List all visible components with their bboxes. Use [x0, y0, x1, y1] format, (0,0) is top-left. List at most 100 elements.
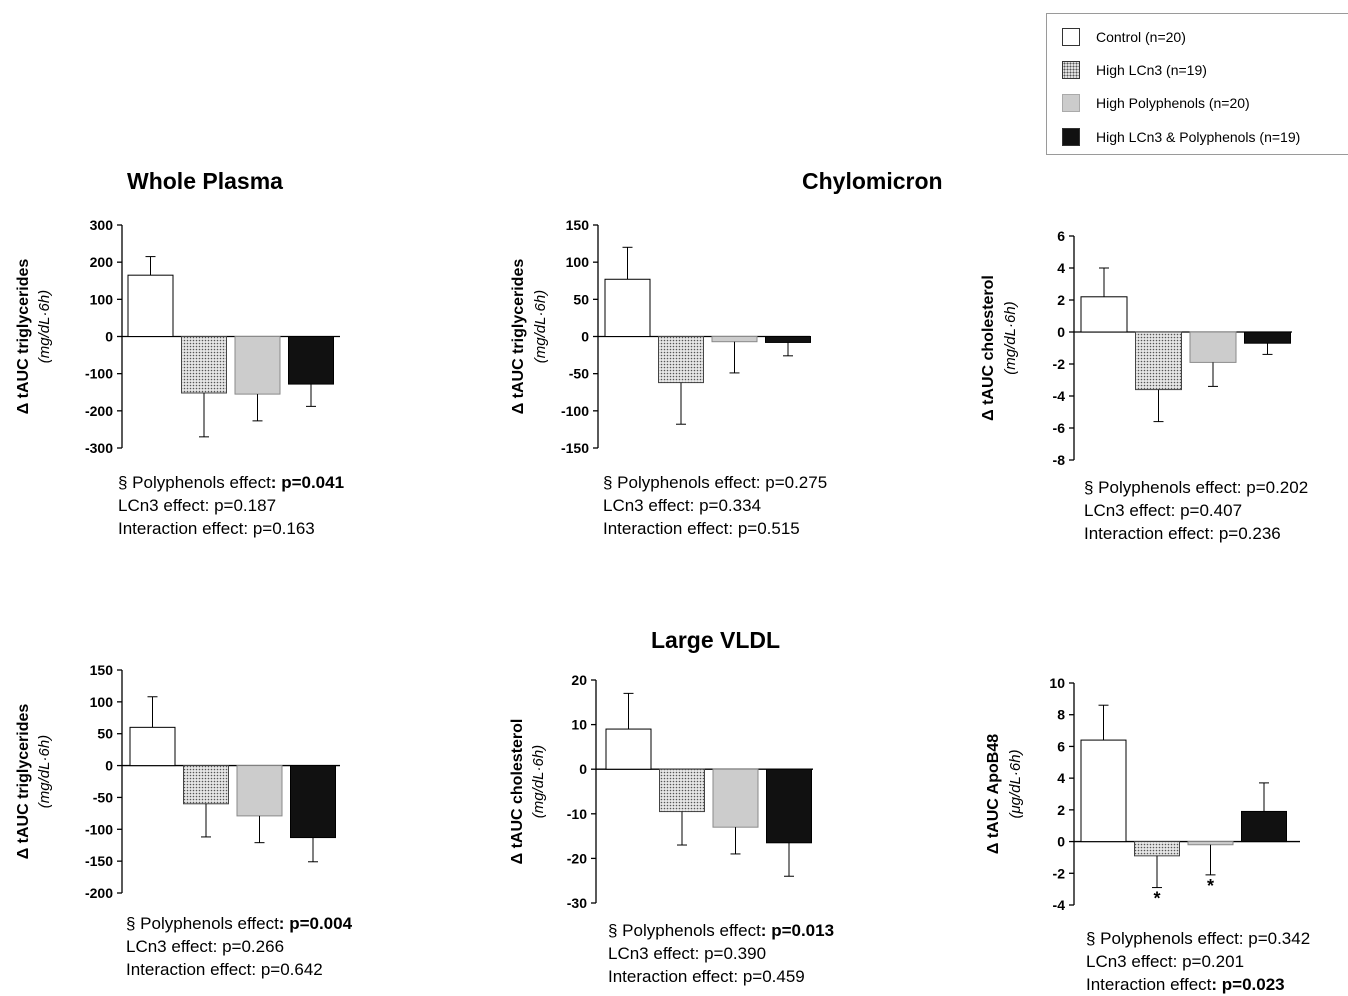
stat-value: p=0.004 — [289, 914, 353, 933]
y-tick-label: -200 — [85, 403, 113, 419]
stat-line: LCn3 effect: p=0.201 — [1086, 950, 1310, 973]
stat-label: § Polyphenols effect — [126, 914, 279, 933]
stat-line: § Polyphenols effect: p=0.202 — [1084, 476, 1308, 499]
legend-swatch-dotted — [1062, 61, 1080, 79]
significance-marker: * — [1153, 889, 1160, 909]
y-axis-unit: (mg/dL·6h) — [36, 290, 53, 363]
y-tick-label: 200 — [90, 254, 114, 270]
stat-label: LCn3 effect — [608, 944, 695, 963]
stat-value: p=0.407 — [1180, 501, 1243, 520]
bar-2 — [1135, 331, 1182, 391]
bar-2 — [181, 336, 227, 394]
stat-line: § Polyphenols effect: p=0.004 — [126, 912, 352, 935]
y-axis-unit: (mg/dL·6h) — [1002, 301, 1019, 374]
section-title-chylomicron: Chylomicron — [802, 168, 943, 194]
y-tick-label: -10 — [567, 806, 587, 822]
stat-separator: : — [212, 937, 223, 956]
bar-1 — [1080, 296, 1128, 333]
stat-line: Interaction effect: p=0.163 — [118, 517, 344, 540]
y-tick-label: 10 — [1049, 675, 1065, 691]
stat-separator: : — [1209, 524, 1219, 543]
stat-line: Interaction effect: p=0.236 — [1084, 522, 1308, 545]
y-tick-label: 0 — [105, 329, 113, 345]
stat-separator: : — [251, 960, 261, 979]
stat-separator: : — [755, 473, 766, 492]
legend-swatch-grey — [1062, 94, 1080, 112]
y-axis-unit: (mg/dL·6h) — [36, 735, 53, 808]
y-tick-label: -20 — [567, 850, 587, 866]
y-axis-label: Δ tAUC triglycerides — [15, 704, 32, 860]
stat-line: LCn3 effect: p=0.407 — [1084, 499, 1308, 522]
y-tick-label: -2 — [1053, 865, 1066, 881]
stat-label: Interaction effect — [1084, 524, 1210, 543]
y-tick-label: -8 — [1053, 452, 1066, 468]
bar-2 — [659, 768, 705, 813]
y-tick-label: -100 — [85, 366, 113, 382]
stats-block: § Polyphenols effect: p=0.342 LCn3 effect… — [1086, 927, 1310, 996]
bar-4 — [290, 765, 336, 839]
stat-label: § Polyphenols effect — [1086, 929, 1239, 948]
y-tick-label: -300 — [85, 440, 113, 456]
y-axis-unit: (μg/dL·6h) — [1007, 749, 1024, 818]
stats-block: § Polyphenols effect: p=0.041 LCn3 effect… — [118, 471, 344, 540]
stat-separator: : — [733, 967, 743, 986]
y-tick-label: -30 — [567, 895, 587, 911]
stat-line: § Polyphenols effect: p=0.041 — [118, 471, 344, 494]
stat-label: Interaction effect — [126, 960, 252, 979]
y-tick-label: 300 — [90, 217, 114, 233]
y-tick-label: -6 — [1053, 420, 1066, 436]
stat-line: LCn3 effect: p=0.334 — [603, 494, 827, 517]
stat-value: p=0.342 — [1248, 929, 1311, 948]
y-tick-label: 4 — [1057, 260, 1065, 276]
y-axis-unit: (mg/dL·6h) — [530, 745, 547, 818]
bar-3 — [236, 765, 283, 817]
stat-separator: : — [1236, 478, 1247, 497]
stat-label: § Polyphenols effect — [603, 473, 756, 492]
stat-line: LCn3 effect: p=0.390 — [608, 942, 834, 965]
stat-value: p=0.163 — [252, 519, 315, 538]
y-tick-label: 50 — [573, 291, 589, 307]
stat-label: § Polyphenols effect — [1084, 478, 1237, 497]
stat-value: p=0.459 — [742, 967, 805, 986]
y-tick-label: 6 — [1057, 738, 1065, 754]
stat-separator: : — [270, 473, 282, 492]
bar-3 — [234, 336, 281, 395]
legend-label: High LCn3 & Polyphenols (n=19) — [1096, 129, 1301, 145]
stat-value: p=0.013 — [771, 921, 835, 940]
stat-value: p=0.202 — [1246, 478, 1309, 497]
y-tick-label: 0 — [581, 329, 589, 345]
chart-3: 6 4 2 0 -2 -4 -6 -8 Δ tAUC cholesterol (mg/dL·6h) — [980, 228, 1292, 468]
stat-line: § Polyphenols effect: p=0.013 — [608, 919, 834, 942]
stat-separator: : — [243, 519, 253, 538]
y-tick-label: 4 — [1057, 770, 1065, 786]
stat-label: § Polyphenols effect — [608, 921, 761, 940]
chart-6: 10 8 6 4 2 0 -2 -4 * * Δ tAUC ApoB48 (μg/dL·6h) — [985, 675, 1300, 913]
bar-2 — [1134, 841, 1180, 857]
bar-2 — [183, 765, 229, 805]
stat-label: LCn3 effect — [126, 937, 213, 956]
bar-1 — [127, 274, 174, 337]
stat-label: Interaction effect — [1086, 975, 1212, 994]
stat-separator: : — [1211, 975, 1222, 994]
stat-separator: : — [278, 914, 290, 933]
y-tick-label: 20 — [571, 672, 587, 688]
stat-value: p=0.334 — [699, 496, 762, 515]
bar-1 — [129, 726, 176, 767]
y-tick-label: -100 — [561, 403, 589, 419]
bar-1 — [605, 728, 652, 770]
bar-1 — [604, 278, 651, 338]
legend-swatch-black — [1062, 128, 1080, 146]
stat-separator: : — [1238, 929, 1249, 948]
legend: Control (n=20) High LCn3 (n=19) High Pol… — [1046, 13, 1348, 155]
stat-value: p=0.041 — [281, 473, 345, 492]
y-axis-label: Δ tAUC triglycerides — [15, 259, 32, 415]
stat-value: p=0.275 — [765, 473, 828, 492]
chart-4: 150 100 50 0 -50 -100 -150 -200 Δ tAUC triglycer… — [15, 662, 340, 901]
stat-separator: : — [204, 496, 215, 515]
bar-4 — [766, 768, 812, 844]
y-tick-label: -4 — [1053, 897, 1066, 913]
y-tick-label: -100 — [85, 821, 113, 837]
y-axis-label: Δ tAUC cholesterol — [509, 719, 526, 865]
